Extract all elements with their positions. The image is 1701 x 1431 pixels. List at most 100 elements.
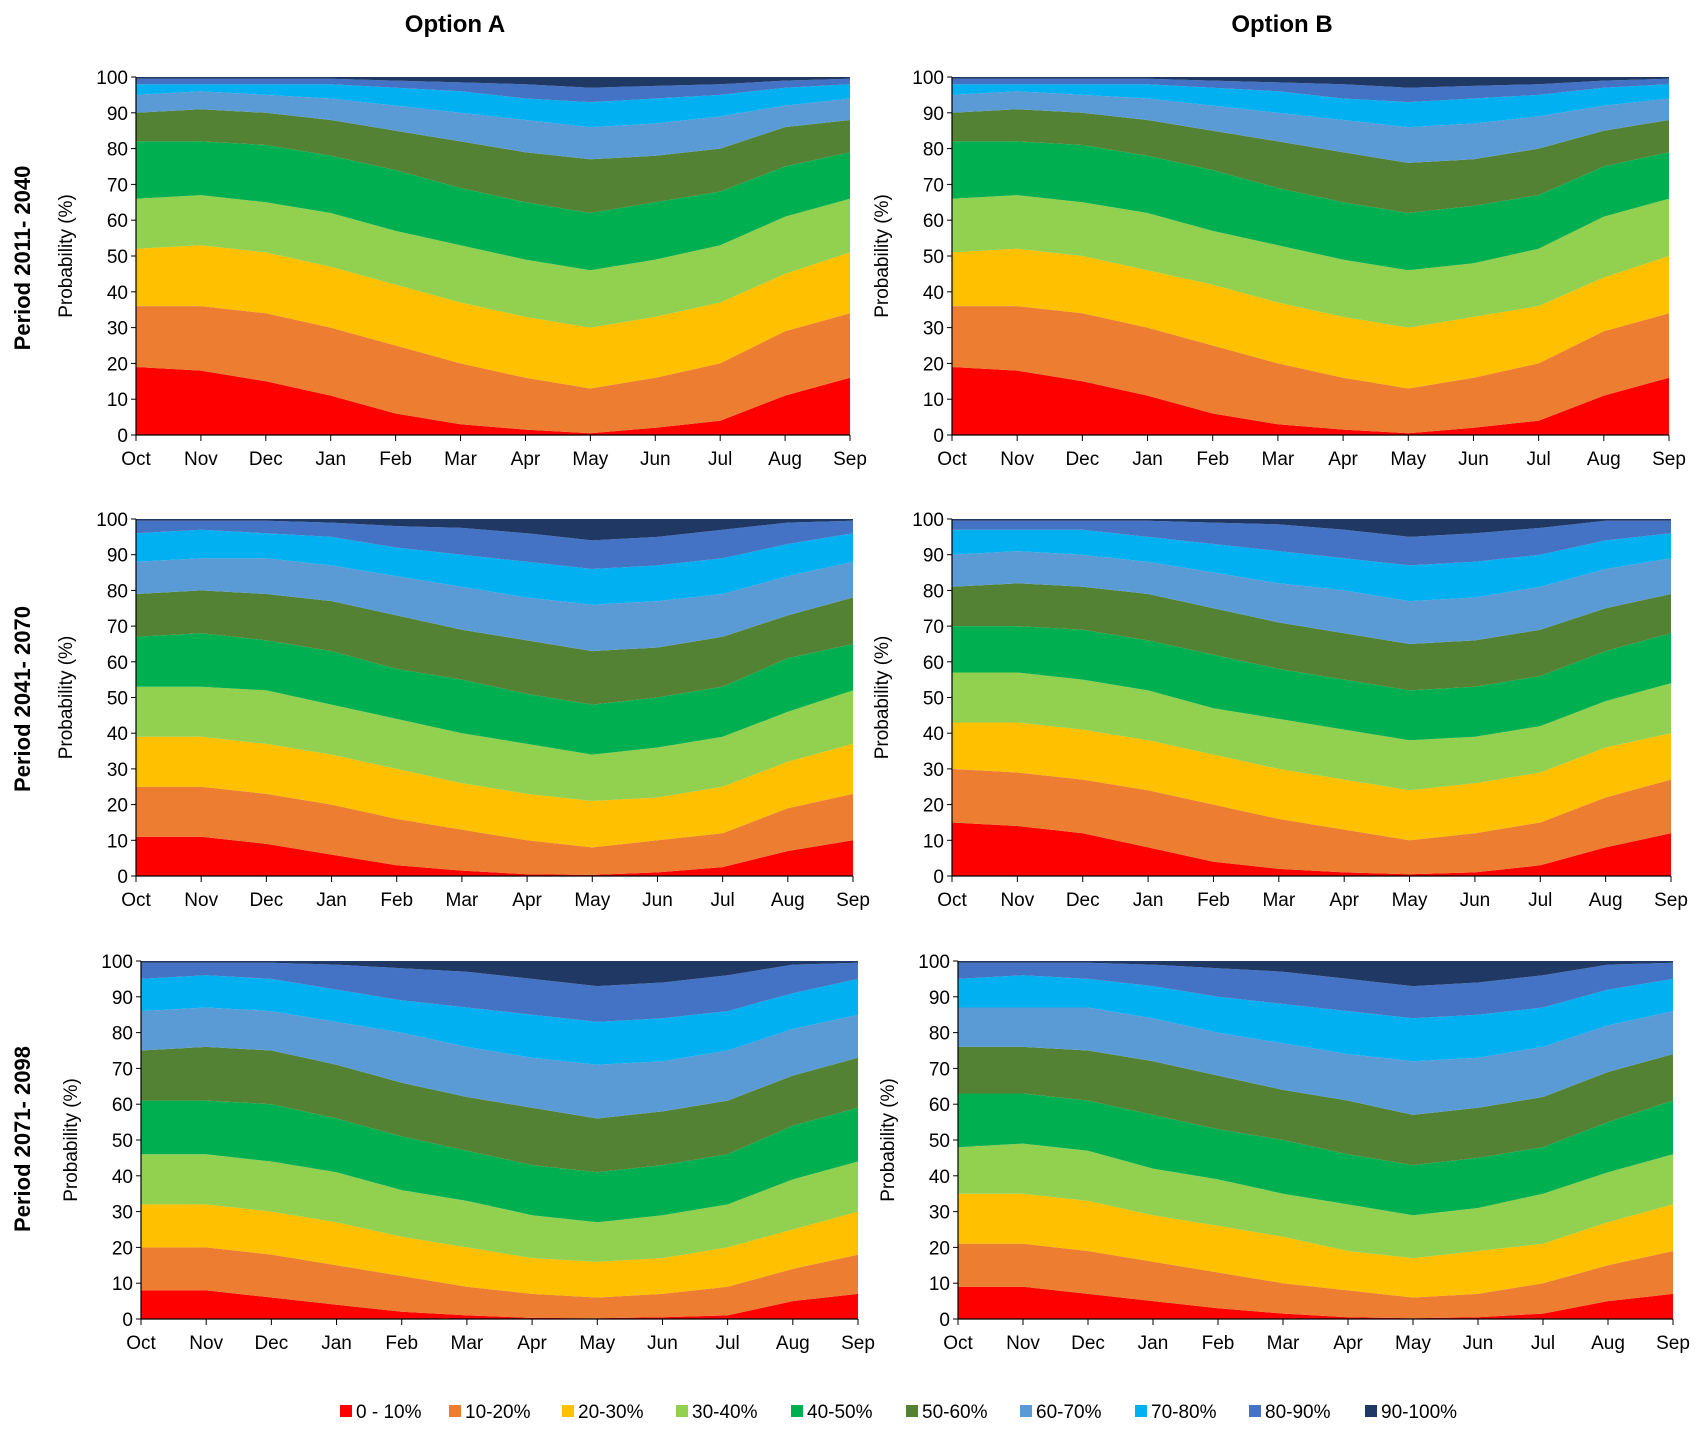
legend-swatch [340,1405,352,1417]
y-tick-label: 80 [107,140,128,161]
legend-label: 80-90% [1265,1402,1331,1423]
area-band-4 [952,195,1669,328]
area-band-2 [136,306,850,434]
y-tick-label: 40 [107,283,128,304]
x-tick-label: Oct [121,449,151,470]
area-band-9 [136,78,850,103]
legend-label: 20-30% [578,1402,644,1423]
y-tick-label: 60 [929,1095,950,1116]
legend-item: 20-30% [562,1402,644,1423]
area-band-6 [952,583,1671,691]
x-tick-label: Dec [1066,890,1100,911]
y-tick-label: 50 [107,247,128,268]
y-tick-label: 0 [122,1310,133,1331]
y-tick-label: 100 [918,952,950,973]
x-tick-label: Dec [249,890,283,911]
y-tick-label: 80 [112,1024,133,1045]
x-tick-label: Mar [1262,449,1295,470]
x-tick-label: Sep [1656,1333,1690,1354]
area-band-1 [952,822,1671,876]
x-tick-label: Jan [1133,890,1164,911]
y-tick-label: 90 [923,546,944,567]
x-tick-label: Apr [512,890,542,911]
y-tick-label: 70 [923,175,944,196]
x-tick-label: Oct [937,449,967,470]
y-tick-label: 90 [107,546,128,567]
area-band-4 [958,1143,1673,1259]
column-title-option-a: Option A [405,11,505,38]
x-tick-label: Apr [1328,449,1358,470]
x-tick-label: Apr [511,449,541,470]
x-tick-label: Dec [1071,1333,1105,1354]
x-tick-label: Feb [379,449,412,470]
panel-6: 0 10 20 30 40 50 60 70 80 90 100 Oct Nov Dec Jan Feb Mar… [878,952,1690,1354]
area-band-5 [958,1093,1673,1216]
area-band-2 [952,306,1669,434]
area-band-4 [136,686,853,801]
area-band-5 [141,1100,858,1223]
row-label-period-3: Period 2071- 2098 [10,1046,35,1232]
y-tick-label: 90 [107,104,128,125]
y-tick-label: 10 [923,831,944,852]
area-band-6 [958,1046,1673,1166]
y-tick-label: 90 [112,988,133,1009]
y-tick-label: 100 [912,68,944,89]
y-tick-label: 50 [112,1131,133,1152]
y-tick-label: 30 [107,319,128,340]
legend-swatch [562,1405,574,1417]
y-tick-label: 60 [923,211,944,232]
y-tick-label: 50 [923,689,944,710]
x-tick-label: May [579,1333,615,1354]
x-tick-label: Jun [640,449,671,470]
area-band-7 [136,91,850,160]
column-title-option-b: Option B [1231,11,1332,38]
area-band-9 [141,962,858,1022]
x-tick-label: Mar [1262,890,1295,911]
legend-swatch [449,1405,461,1417]
area-band-3 [958,1193,1673,1298]
legend-item: 0 - 10% [340,1402,422,1423]
y-axis-label: Probability (%) [56,194,77,318]
y-tick-label: 80 [107,581,128,602]
x-tick-label: May [1392,890,1428,911]
x-tick-label: Sep [836,890,870,911]
legend-item: 80-90% [1249,1402,1331,1423]
area-band-4 [141,1154,858,1262]
legend-item: 10-20% [449,1402,531,1423]
x-tick-label: Oct [121,890,151,911]
area-band-7 [141,1007,858,1119]
x-tick-label: Aug [1589,890,1623,911]
y-tick-label: 10 [112,1274,133,1295]
area-band-2 [141,1247,858,1319]
area-band-5 [952,626,1671,741]
y-tick-label: 30 [923,319,944,340]
area-band-2 [952,768,1671,875]
x-tick-label: May [1395,1333,1431,1354]
x-tick-label: Jul [1528,890,1552,911]
y-tick-label: 0 [933,426,944,447]
y-tick-label: 20 [107,354,128,375]
area-band-9 [958,962,1673,1019]
y-tick-label: 20 [112,1238,133,1259]
area-band-10 [952,77,1669,88]
x-tick-label: Jan [315,449,346,470]
y-tick-label: 100 [101,952,133,973]
y-tick-label: 50 [929,1131,950,1152]
area-band-8 [136,84,850,128]
legend-label: 0 - 10% [356,1402,422,1423]
y-tick-label: 70 [923,617,944,638]
legend-swatch [1135,1405,1147,1417]
y-tick-label: 0 [933,867,944,888]
area-band-3 [952,248,1669,389]
area-band-10 [136,77,850,88]
y-tick-label: 70 [107,175,128,196]
y-tick-label: 30 [107,760,128,781]
legend-swatch [791,1405,803,1417]
legend-item: 70-80% [1135,1402,1217,1423]
x-tick-label: Dec [1065,449,1099,470]
legend-item: 60-70% [1020,1402,1102,1423]
x-tick-label: Jun [642,890,673,911]
x-tick-label: Sep [841,1333,875,1354]
